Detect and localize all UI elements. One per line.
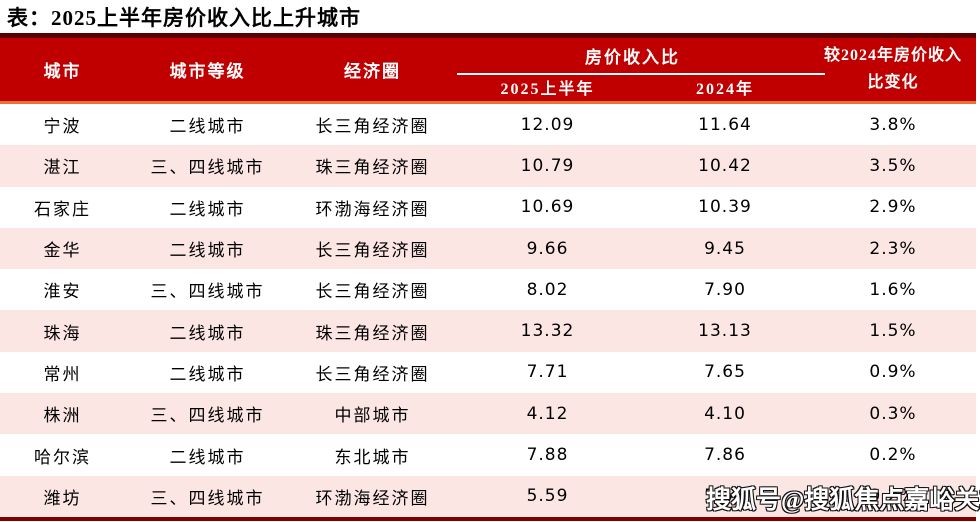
cell-h1_2025: 10.69 [520,197,575,218]
cell-city: 珠海 [43,323,82,343]
cell-tier: 二线城市 [169,199,246,219]
cell-city: 金华 [43,241,82,261]
col-header-change-vs-2024: 较2024年房价收入比变化 [810,38,976,101]
cell-h1_2025: 5.59 [526,486,569,507]
cell-circle: 长三角经济圈 [315,117,430,137]
price-income-ratio-table: 城市 城市等级 经济圈 房价收入比 2025上半年 2024年 较2024年房价… [0,33,976,521]
col-header-2025-h1: 2025上半年 [500,81,595,98]
table-row: 金华 二线城市 长三角经济圈 9.66 9.45 2.3% [0,227,976,270]
table-header: 城市 城市等级 经济圈 房价收入比 2025上半年 2024年 较2024年房价… [0,33,976,101]
cell-y2024: 11.64 [698,114,752,135]
group-header-underline [457,73,825,75]
col-header-tier: 城市等级 [169,62,246,81]
cell-change: 2.9% [869,197,917,218]
table-row: 常州 二线城市 长三角经济圈 7.71 7.65 0.9% [0,351,976,394]
cell-change: 0.2% [869,445,917,466]
cell-change: 0.2% [869,486,917,507]
cell-y2024: 9.45 [704,238,746,259]
cell-change: 1.5% [869,321,917,342]
cell-tier: 二线城市 [169,117,246,137]
cell-h1_2025: 12.09 [520,114,575,135]
cell-h1_2025: 10.79 [520,155,575,176]
cell-city: 常州 [43,364,82,384]
cell-circle: 东北城市 [334,447,411,467]
col-header-2024: 2024年 [695,81,754,98]
table-row: 淮安 三、四线城市 长三角经济圈 8.02 7.90 1.6% [0,269,976,311]
cell-change: 0.3% [869,403,917,424]
cell-y2024: 10.42 [698,155,752,176]
cell-tier: 二线城市 [169,364,246,384]
cell-circle: 珠三角经济圈 [315,323,430,343]
cell-circle: 长三角经济圈 [315,282,430,302]
col-header-change-text: 较2024年房价收入比变化 [823,47,962,91]
table-bottom-border [0,516,976,521]
table-title: 表：2025上半年房价收入比上升城市 [7,6,361,30]
cell-h1_2025: 13.32 [520,321,575,342]
cell-change: 3.5% [869,155,917,176]
table-body: 宁波 二线城市 长三角经济圈 12.09 11.64 3.8% 湛江 三、四线城市 珠三角经济圈… [0,104,976,517]
cell-y2024: 5.58 [704,486,746,507]
cell-tier: 三、四线城市 [150,282,265,302]
table-row: 珠海 二线城市 珠三角经济圈 13.32 13.13 1.5% [0,310,976,352]
col-header-city: 城市 [43,62,82,81]
cell-h1_2025: 7.71 [526,362,569,383]
cell-h1_2025: 4.12 [526,403,569,424]
cell-tier: 二线城市 [169,447,246,467]
cell-circle: 环渤海经济圈 [315,199,430,219]
cell-city: 株洲 [43,406,82,426]
cell-y2024: 7.90 [704,279,746,300]
col-header-economic-circle: 经济圈 [344,62,401,81]
cell-city: 石家庄 [34,199,91,219]
cell-tier: 三、四线城市 [150,488,265,508]
cell-city: 宁波 [43,117,82,137]
cell-y2024: 7.86 [704,445,746,466]
table-row: 石家庄 二线城市 环渤海经济圈 10.69 10.39 2.9% [0,186,976,228]
table-row: 潍坊 三、四线城市 环渤海经济圈 5.59 5.58 0.2% [0,475,976,517]
cell-tier: 三、四线城市 [150,158,265,178]
cell-tier: 二线城市 [169,323,246,343]
header-orange-divider [0,101,976,104]
sohu-watermark: 搜狐号@搜狐焦点嘉峪关站 [705,486,980,514]
cell-y2024: 4.10 [704,403,746,424]
cell-city: 哈尔滨 [34,447,91,467]
cell-change: 0.9% [869,362,917,383]
cell-change: 3.8% [869,114,917,135]
cell-city: 潍坊 [43,488,82,508]
table-row: 哈尔滨 二线城市 东北城市 7.88 7.86 0.2% [0,434,976,476]
cell-y2024: 10.39 [698,197,752,218]
cell-circle: 珠三角经济圈 [315,158,430,178]
cell-h1_2025: 9.66 [526,238,569,259]
cell-circle: 环渤海经济圈 [315,488,430,508]
cell-tier: 二线城市 [169,241,246,261]
cell-tier: 三、四线城市 [150,406,265,426]
table-row: 湛江 三、四线城市 珠三角经济圈 10.79 10.42 3.5% [0,145,976,187]
col-group-header-ratio: 房价收入比 [585,48,680,67]
cell-h1_2025: 8.02 [526,279,569,300]
table-row: 株洲 三、四线城市 中部城市 4.12 4.10 0.3% [0,393,976,435]
cell-circle: 长三角经济圈 [315,364,430,384]
cell-city: 湛江 [43,158,82,178]
cell-y2024: 7.65 [704,362,746,383]
cell-y2024: 13.13 [698,321,752,342]
cell-change: 2.3% [869,238,917,259]
cell-city: 淮安 [43,282,82,302]
cell-circle: 中部城市 [334,406,411,426]
cell-change: 1.6% [869,279,917,300]
cell-circle: 长三角经济圈 [315,241,430,261]
table-row: 宁波 二线城市 长三角经济圈 12.09 11.64 3.8% [0,104,976,146]
cell-h1_2025: 7.88 [526,445,569,466]
